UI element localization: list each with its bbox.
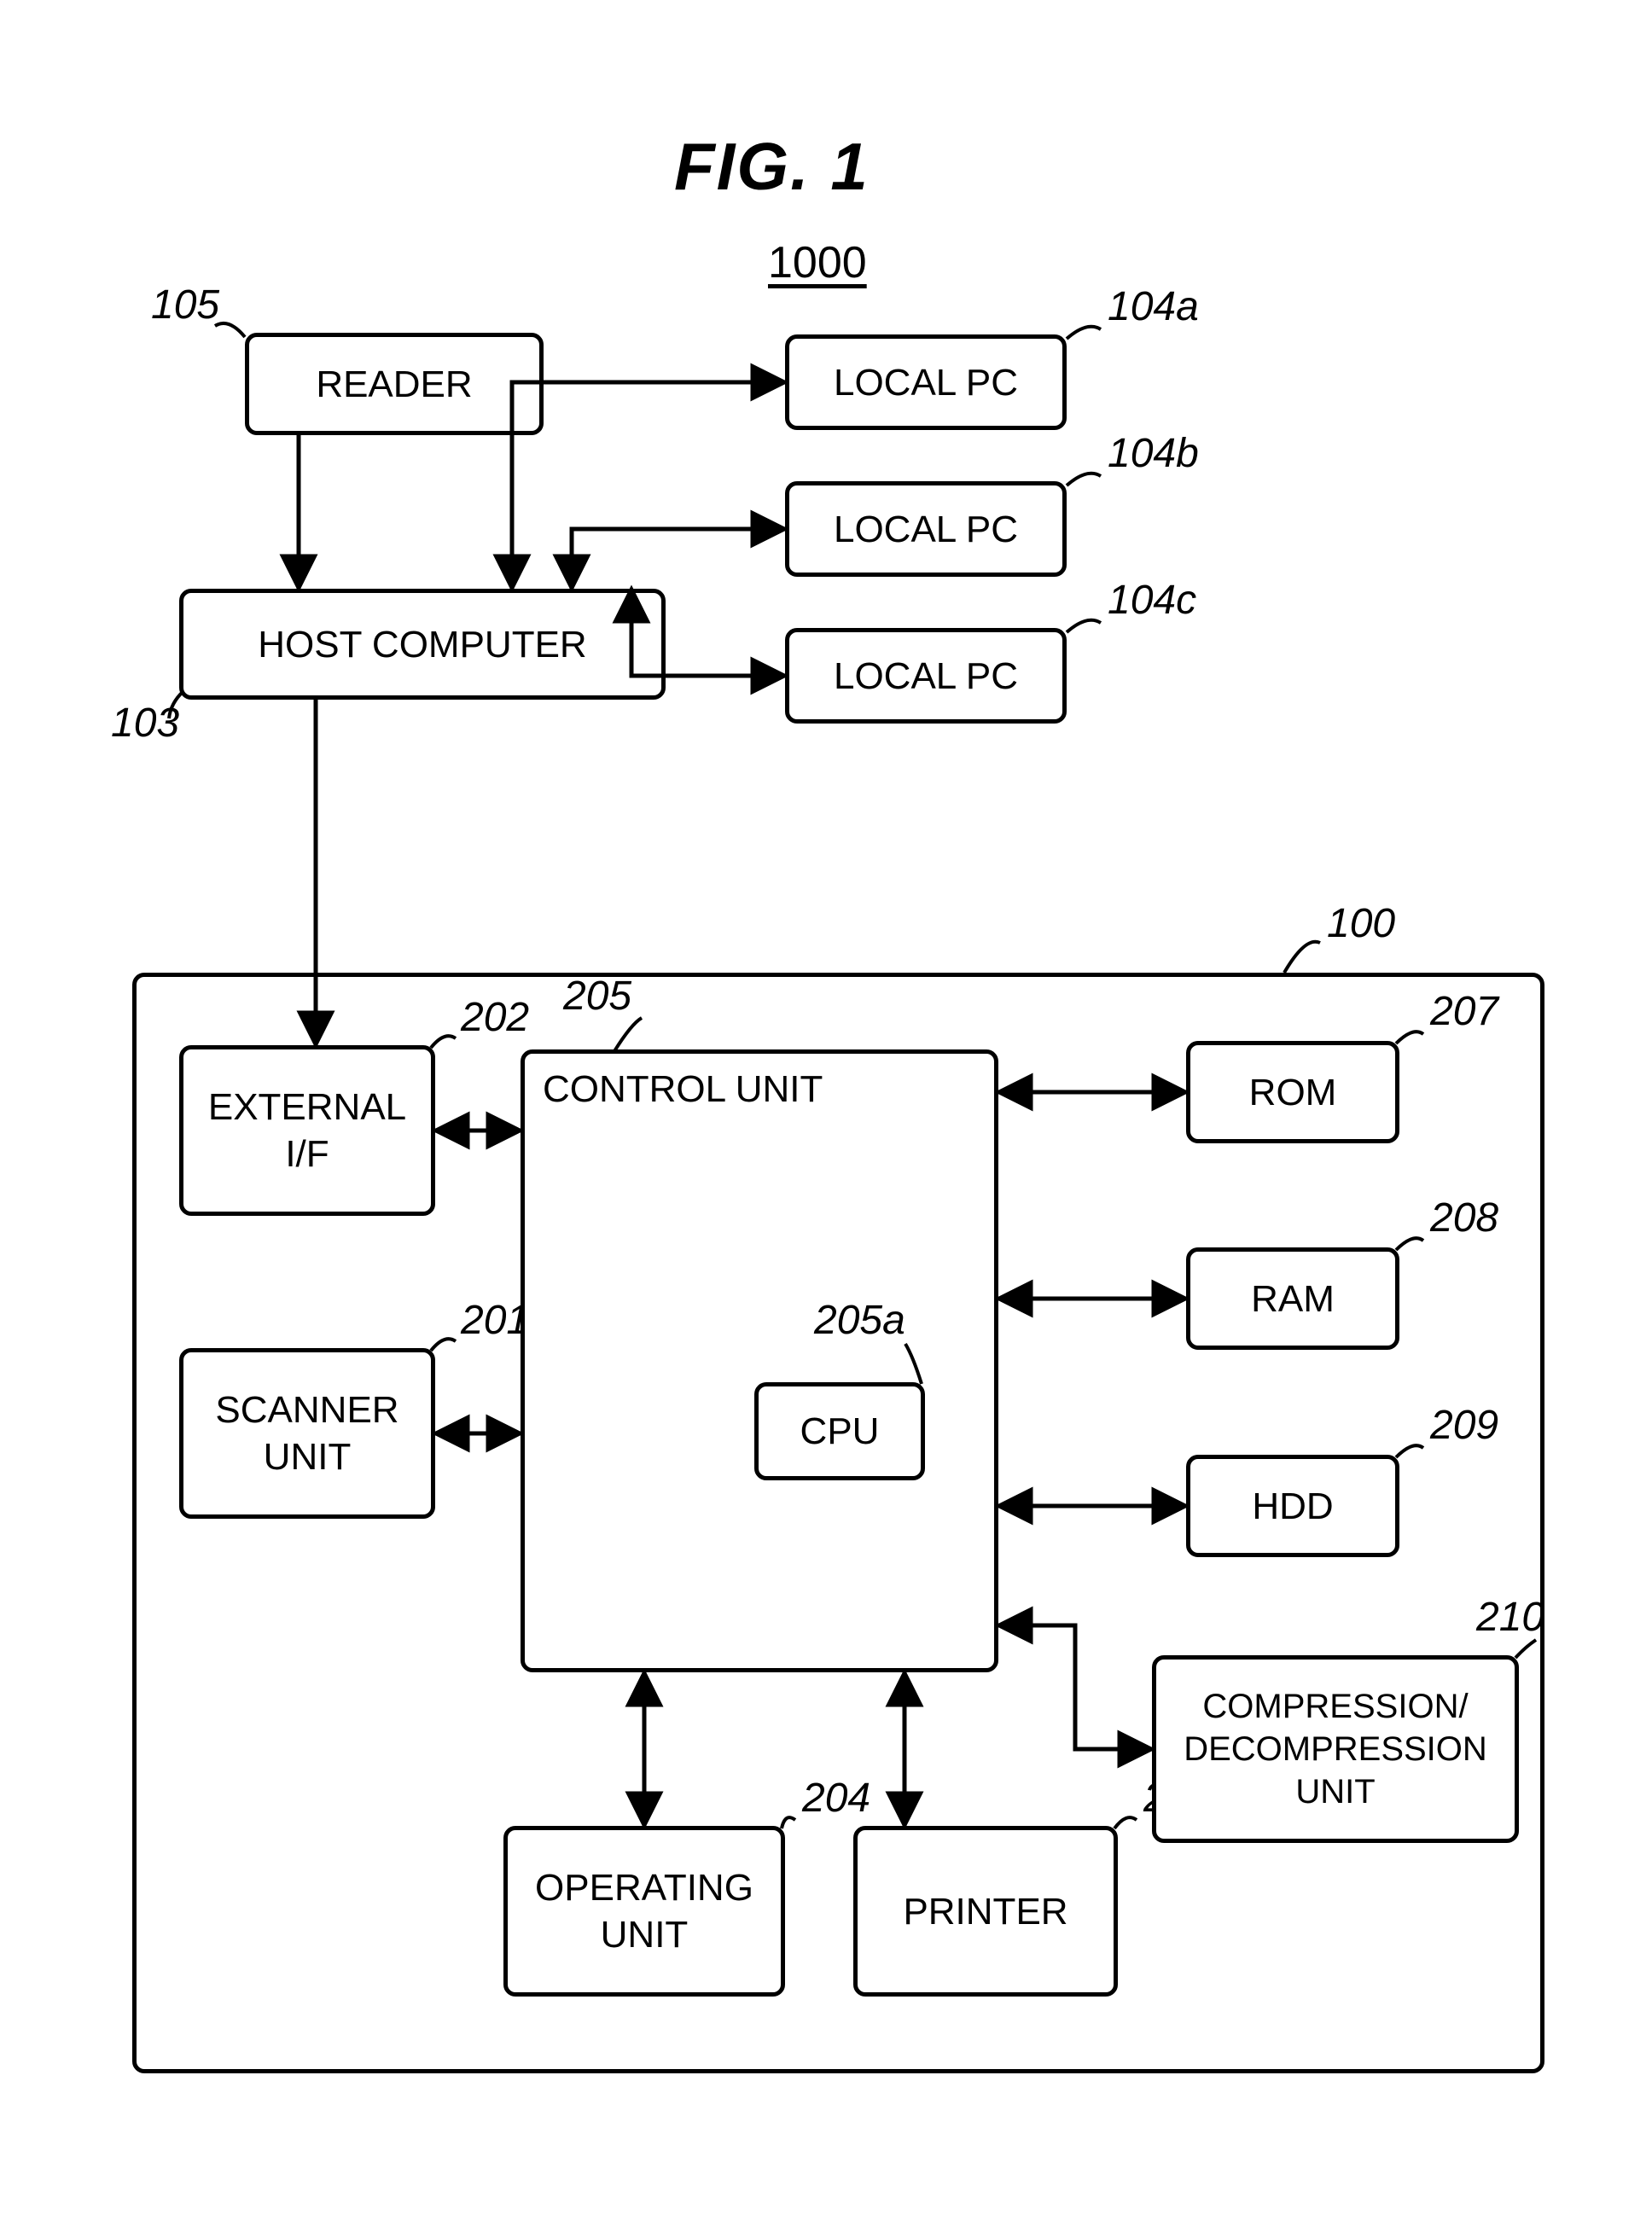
label: SCANNER UNIT [215, 1386, 398, 1480]
block-ram: RAM [1186, 1247, 1399, 1350]
ref-operating: 204 [802, 1775, 870, 1822]
ref-ram: 208 [1430, 1195, 1498, 1241]
block-rom: ROM [1186, 1041, 1399, 1143]
label: READER [316, 361, 472, 408]
label: LOCAL PC [834, 506, 1018, 553]
figure-subtitle: 1000 [768, 237, 867, 288]
label: CPU [800, 1408, 880, 1455]
label: HDD [1252, 1483, 1333, 1530]
ref-lpc-c: 104c [1108, 577, 1196, 624]
block-host: HOST COMPUTER [179, 589, 666, 700]
block-control [521, 1049, 998, 1672]
label: LOCAL PC [834, 653, 1018, 700]
block-cpu: CPU [754, 1382, 925, 1480]
ref-lpc-b: 104b [1108, 430, 1199, 477]
ref-external: 202 [461, 994, 529, 1041]
ref-frame: 100 [1327, 900, 1395, 947]
block-lpc-c: LOCAL PC [785, 628, 1067, 724]
block-printer: PRINTER [853, 1826, 1118, 1997]
label: HOST COMPUTER [258, 621, 586, 668]
block-reader: READER [245, 333, 544, 435]
label: COMPRESSION/ DECOMPRESSION UNIT [1156, 1685, 1515, 1813]
ref-cpu: 205a [814, 1297, 905, 1344]
control-label: CONTROL UNIT [543, 1068, 823, 1111]
ref-lpc-a: 104a [1108, 283, 1199, 330]
ref-scanner: 201 [461, 1297, 529, 1344]
figure-title: FIG. 1 [674, 128, 870, 206]
ref-hdd: 209 [1430, 1402, 1498, 1449]
ref-control: 205 [563, 973, 631, 1020]
label: RAM [1251, 1276, 1335, 1322]
label: LOCAL PC [834, 359, 1018, 406]
block-lpc-a: LOCAL PC [785, 334, 1067, 430]
label: ROM [1249, 1069, 1337, 1116]
label: PRINTER [903, 1888, 1067, 1935]
label: OPERATING UNIT [535, 1864, 753, 1958]
block-codec: COMPRESSION/ DECOMPRESSION UNIT [1152, 1655, 1519, 1843]
block-hdd: HDD [1186, 1455, 1399, 1557]
ref-reader: 105 [151, 282, 219, 328]
block-external: EXTERNAL I/F [179, 1045, 435, 1216]
ref-codec: 210 [1476, 1594, 1544, 1641]
label: EXTERNAL I/F [208, 1084, 406, 1177]
block-operating: OPERATING UNIT [503, 1826, 785, 1997]
block-scanner: SCANNER UNIT [179, 1348, 435, 1519]
block-lpc-b: LOCAL PC [785, 481, 1067, 577]
ref-rom: 207 [1430, 988, 1498, 1035]
ref-host: 103 [111, 700, 179, 747]
